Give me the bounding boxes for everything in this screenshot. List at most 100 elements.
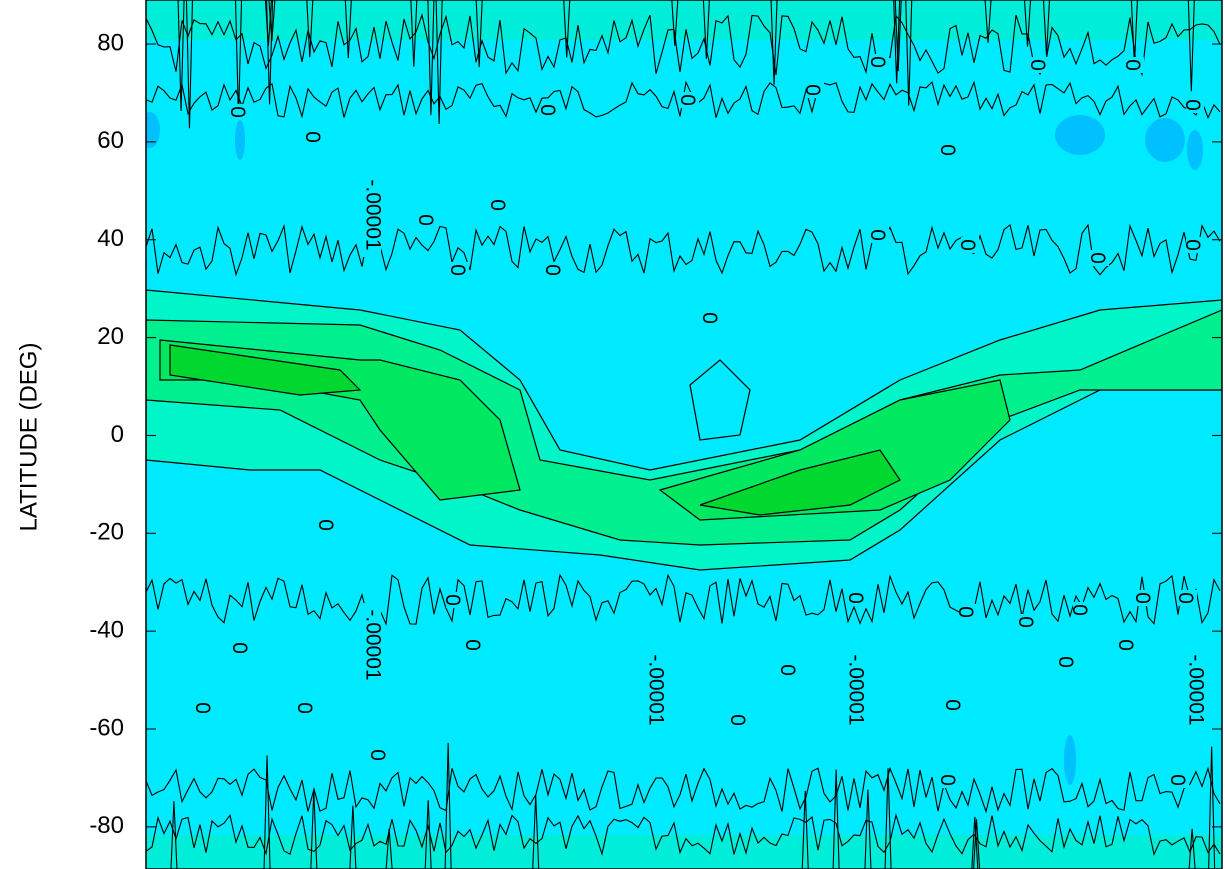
contour-line	[894, 0, 902, 72]
contour-label: 0	[1088, 252, 1111, 264]
contour-label: 0	[416, 214, 439, 226]
low-patches	[146, 112, 1203, 785]
label-background	[849, 590, 867, 606]
contour-line	[832, 769, 840, 869]
polar-fill	[146, 0, 1222, 40]
contour-label: 0	[1056, 656, 1079, 668]
y-tick-label: -20	[89, 519, 124, 546]
contour-line	[146, 766, 1221, 814]
contour-line	[410, 0, 418, 67]
contour-line	[170, 801, 178, 869]
contour-label: 0	[1176, 592, 1199, 604]
polar-fill	[146, 835, 1222, 869]
contour-label: 0	[463, 639, 486, 651]
label-background	[1179, 590, 1197, 606]
contour-label: -.00001	[361, 179, 384, 250]
y-tick-label: 80	[97, 29, 124, 56]
contour-label: 0	[938, 774, 961, 786]
contour-line	[1208, 746, 1216, 869]
contour-line	[905, 0, 913, 106]
contour-label: 0	[868, 56, 891, 68]
label-background	[1126, 57, 1144, 73]
label-background	[546, 262, 564, 278]
contour-label: 0	[958, 239, 981, 251]
contour-line	[563, 0, 571, 58]
contour-label: 0	[316, 519, 339, 531]
contour-line	[146, 573, 1221, 627]
contour-line	[971, 816, 979, 869]
label-background	[319, 517, 337, 533]
contour-label: 0	[1183, 99, 1206, 111]
contour-line	[770, 0, 778, 85]
label-background	[196, 700, 214, 716]
contour-line	[146, 812, 1221, 857]
contour-label: 0	[1016, 616, 1039, 628]
contour-label: 0	[1133, 592, 1156, 604]
contour-band	[169, 344, 362, 396]
contour-line	[1023, 0, 1032, 47]
label-background	[961, 237, 979, 253]
contour-line	[984, 0, 992, 43]
contour-label: 0	[295, 702, 318, 714]
label-background	[806, 82, 824, 98]
contour-label: 0	[1183, 239, 1206, 251]
contour-line	[268, 0, 276, 42]
plot-frame	[145, 0, 1223, 869]
contour-label: 0	[538, 104, 561, 116]
label-background	[233, 640, 251, 656]
label-background	[419, 212, 437, 228]
label-background	[1186, 97, 1204, 113]
label-background	[371, 747, 389, 763]
contour-field	[146, 0, 1222, 869]
contour-line	[1187, 0, 1195, 92]
contour-line	[427, 0, 435, 116]
label-background	[941, 142, 959, 158]
contour-label: 0	[1116, 639, 1139, 651]
contour-line	[344, 0, 352, 59]
contour-line	[185, 0, 194, 129]
label-background	[1119, 637, 1137, 653]
contour-line	[884, 768, 892, 869]
contour-label: 0	[778, 664, 801, 676]
label-background	[363, 173, 381, 257]
contour-label: 0	[1123, 59, 1146, 71]
label-background	[231, 104, 249, 120]
contour-band	[699, 449, 901, 516]
contour-line	[893, 0, 901, 84]
contour-hole	[689, 359, 751, 441]
label-background	[306, 129, 324, 145]
label-background	[781, 662, 799, 678]
contour-line	[864, 789, 872, 869]
y-tick-label: -80	[89, 812, 124, 839]
contour-label: 0	[1168, 774, 1191, 786]
contour-line	[532, 795, 540, 869]
contour-line	[801, 790, 809, 869]
label-background	[1031, 57, 1049, 73]
contour-band	[658, 379, 1011, 521]
contour-label: 0	[700, 312, 723, 324]
contour-label: -.00001	[844, 654, 867, 725]
contour-line	[177, 0, 185, 112]
label-background	[1019, 614, 1037, 630]
label-background	[871, 54, 889, 70]
contour-label: 0	[193, 702, 216, 714]
label-background	[1186, 237, 1204, 253]
contour-line	[349, 805, 357, 869]
contour-label: 0	[943, 699, 966, 711]
contour-line	[435, 0, 443, 125]
label-background	[731, 712, 749, 728]
contour-line	[385, 828, 393, 869]
contour-label: 0	[1028, 59, 1051, 71]
label-background	[1171, 772, 1189, 788]
contour-label: 0	[728, 714, 751, 726]
contour-label: 0	[868, 229, 891, 241]
y-tick-label: 60	[97, 127, 124, 154]
contour-line	[1042, 0, 1051, 56]
contour-label: 0	[443, 594, 466, 606]
contour-label: 0	[230, 642, 253, 654]
contour-labels: 0 0 -.00001 0 0 0 0 0 0 0 0 0 0 0 0 0 0 0 0 0 0 -.00001 0 0 0 0 0 0…	[193, 54, 1207, 788]
contour-label: 0	[303, 131, 326, 143]
label-background	[871, 227, 889, 243]
contour-label: -.00001	[1184, 654, 1207, 725]
